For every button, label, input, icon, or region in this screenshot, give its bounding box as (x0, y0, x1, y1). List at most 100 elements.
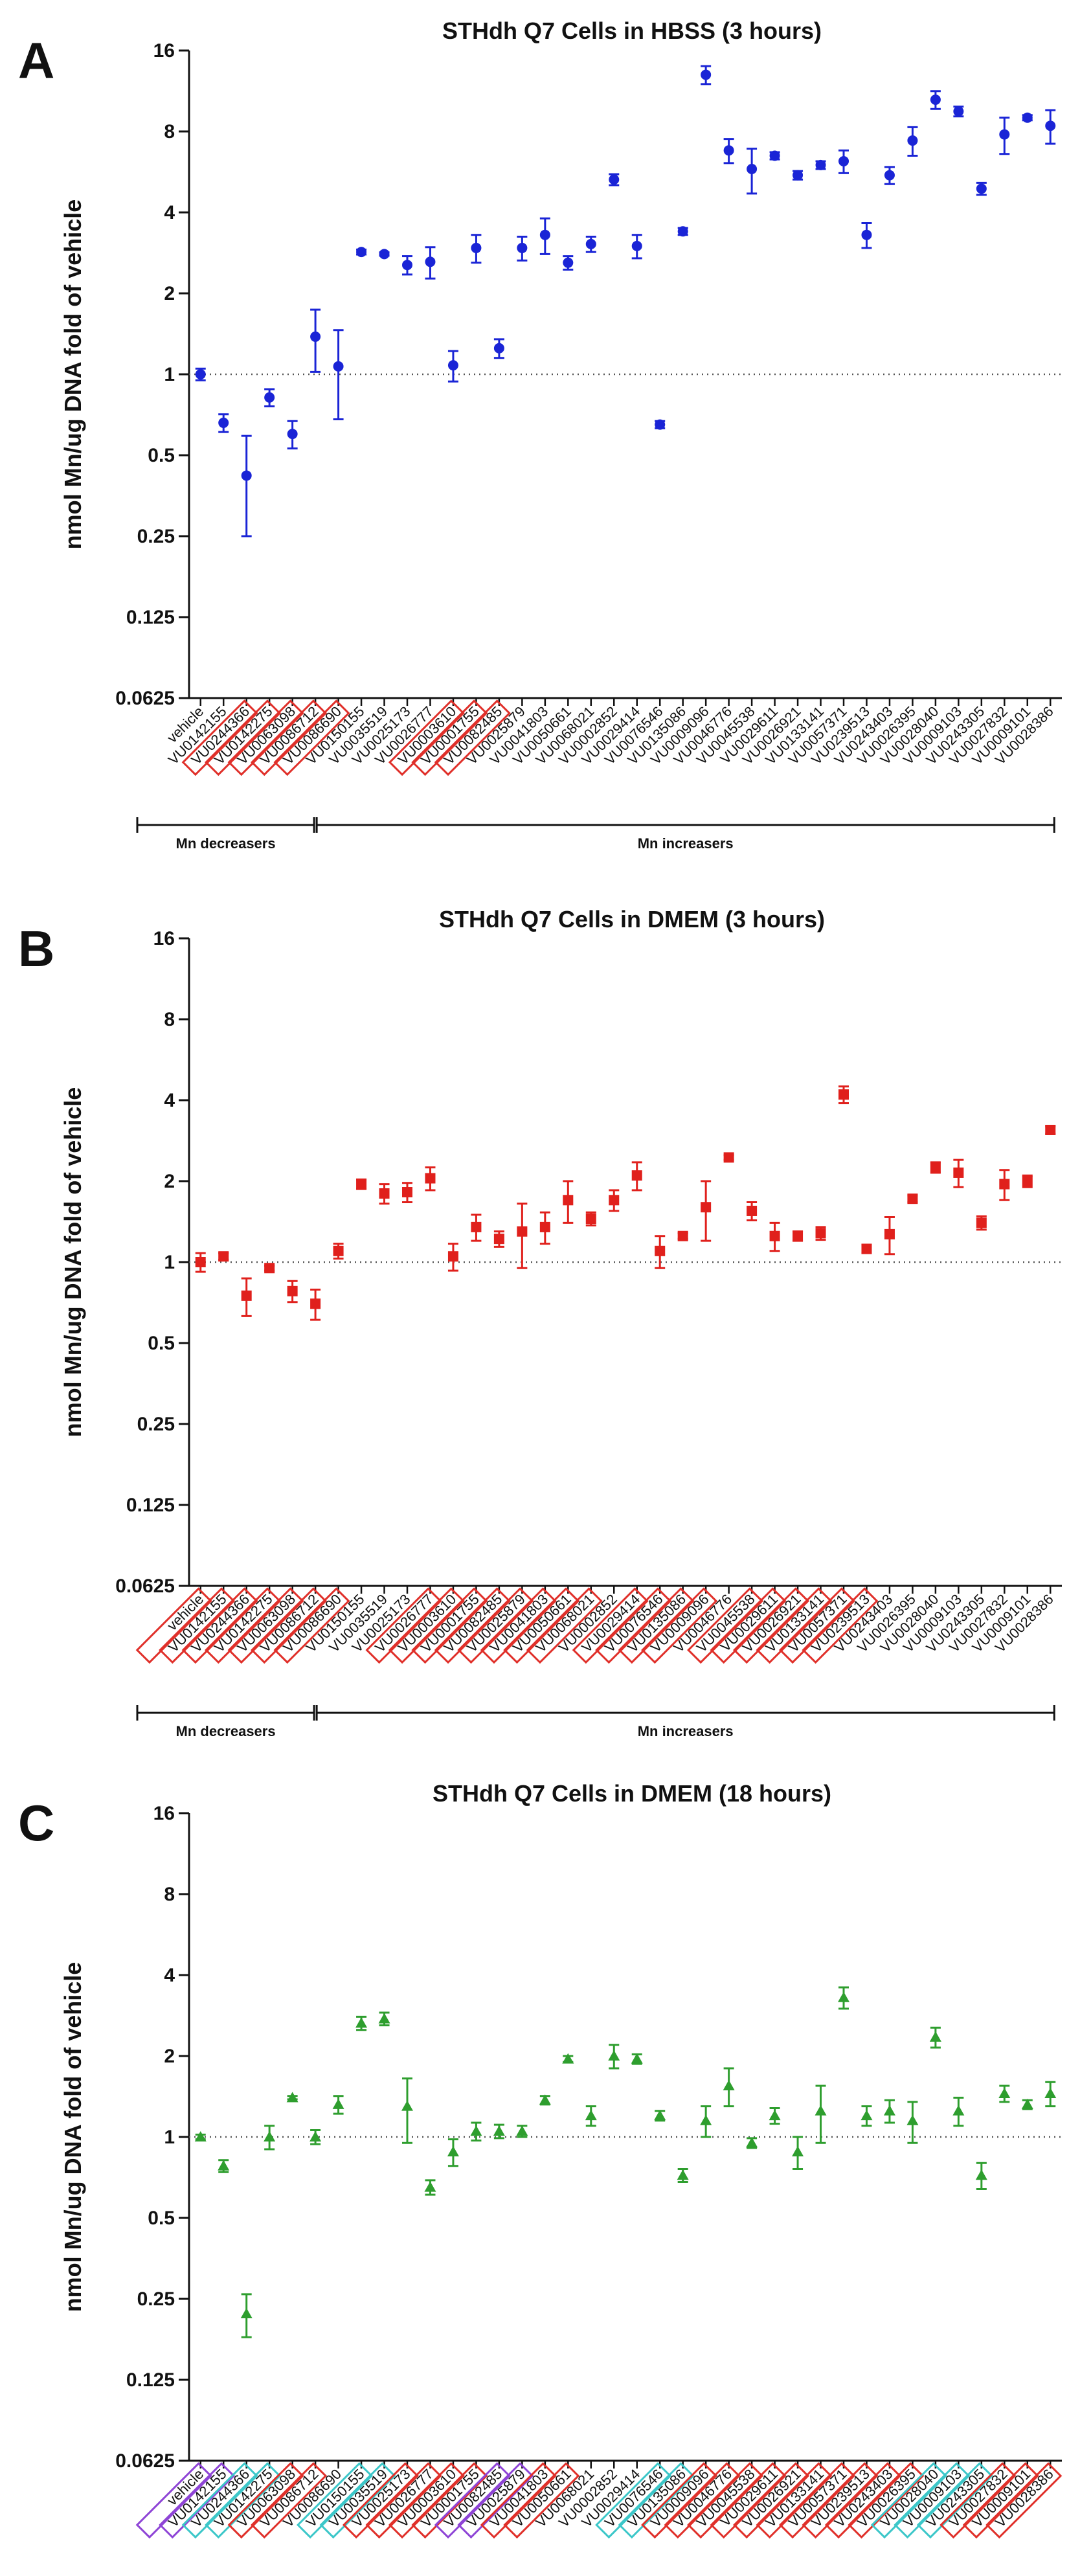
data-point (447, 360, 458, 371)
data-point (539, 1221, 550, 1232)
y-tick-label: 2 (164, 2046, 175, 2067)
x-label-highlight-box (205, 1587, 282, 1664)
y-tick-label: 8 (164, 1009, 175, 1030)
data-point (1044, 2087, 1057, 2098)
data-point (884, 1228, 895, 1239)
x-label-highlight-box (710, 1587, 787, 1664)
data-point (655, 1245, 666, 1256)
x-label-highlight-box (480, 2462, 557, 2539)
data-point (264, 392, 275, 403)
x-label-highlight-box (870, 2462, 947, 2539)
x-label-highlight-box (388, 1587, 465, 1664)
x-label-highlight-box (181, 699, 258, 776)
data-point (402, 1187, 412, 1198)
data-point (471, 242, 482, 253)
y-tick-label: 2 (164, 1171, 175, 1192)
data-point (929, 2031, 941, 2042)
x-label-highlight-box (434, 1587, 511, 1664)
x-label-highlight-box (939, 2462, 1017, 2539)
data-point (723, 2079, 735, 2090)
data-point (424, 2181, 436, 2192)
data-point (677, 2169, 689, 2180)
data-point (952, 2105, 965, 2116)
chart-panel-c: C STHdh Q7 Cells in DMEM (18 hours) nmol M… (18, 1780, 1063, 2539)
data-point (747, 1205, 758, 1216)
data-point (1022, 1176, 1033, 1186)
data-point (976, 1217, 987, 1228)
x-label-highlight-box (434, 699, 511, 776)
x-label-highlight-box (916, 2462, 993, 2539)
data-point (378, 2013, 390, 2024)
data-point (998, 2087, 1011, 2098)
data-point (516, 2125, 528, 2136)
x-label-highlight-box (824, 2462, 901, 2539)
data-point (447, 2146, 459, 2157)
x-label-highlight-box (687, 1587, 764, 1664)
x-label-highlight-box (595, 1587, 672, 1664)
data-point (723, 1152, 734, 1163)
x-label-highlight-box (205, 2462, 282, 2539)
x-label-highlight-box (434, 2462, 511, 2539)
data-point (838, 1089, 849, 1100)
y-tick-label: 16 (153, 928, 175, 949)
data-point (861, 1243, 872, 1254)
data-point (907, 135, 918, 146)
y-tick-label: 4 (164, 202, 175, 223)
data-point (976, 183, 987, 194)
y-axis-label: nmol Mn/ug DNA fold of vehicle (60, 1087, 86, 1438)
chart-title: STHdh Q7 Cells in HBSS (3 hours) (442, 17, 822, 44)
data-point (333, 1245, 344, 1256)
x-label-highlight-box (802, 2462, 879, 2539)
x-label-highlight-box (365, 1587, 442, 1664)
data-point (195, 1257, 206, 1267)
data-point (517, 1226, 528, 1237)
data-point (539, 2094, 551, 2105)
data-point (999, 129, 1010, 140)
data-point (930, 1162, 941, 1173)
y-axis-label: nmol Mn/ug DNA fold of vehicle (60, 1962, 86, 2312)
data-point (355, 2017, 368, 2028)
x-label-highlight-box (802, 1587, 879, 1664)
data-point (195, 369, 206, 379)
data-point (470, 2125, 482, 2136)
data-point (700, 2114, 712, 2125)
y-tick-label: 0.5 (148, 445, 175, 466)
y-tick-label: 0.125 (126, 1495, 175, 1516)
data-point (539, 229, 550, 240)
data-point (447, 1251, 458, 1262)
data-point (861, 229, 872, 240)
x-label-highlight-box (181, 2462, 258, 2539)
data-point (563, 1195, 574, 1206)
data-point (609, 174, 620, 185)
y-tick-label: 8 (164, 121, 175, 142)
data-point (309, 2131, 322, 2141)
x-label-highlight-box (710, 2462, 787, 2539)
data-point (218, 1251, 229, 1262)
data-point (493, 1234, 504, 1245)
y-tick-label: 0.5 (148, 2208, 175, 2229)
data-point (953, 1167, 964, 1178)
y-tick-label: 0.25 (137, 2288, 175, 2310)
data-point (1045, 1124, 1056, 1135)
data-point (792, 2146, 804, 2157)
data-point (241, 1290, 252, 1301)
data-point (264, 1263, 275, 1274)
group-label: Mn increasers (638, 835, 734, 852)
x-label-highlight-box (778, 1587, 856, 1664)
data-point (240, 2308, 253, 2319)
x-label-highlight-box (273, 1587, 350, 1664)
x-label-highlight-box (618, 2462, 695, 2539)
data-point (310, 1298, 321, 1309)
x-label-highlight-box (894, 2462, 971, 2539)
y-tick-label: 0.125 (126, 2369, 175, 2391)
x-label-highlight-box (296, 2462, 374, 2539)
x-label-highlight-box (618, 1587, 695, 1664)
y-tick-label: 4 (164, 1090, 175, 1111)
x-label-highlight-box (641, 2462, 718, 2539)
x-label-highlight-box (985, 2462, 1063, 2539)
x-label-highlight-box (135, 1587, 212, 1664)
data-point (585, 238, 596, 249)
data-point (471, 1221, 482, 1232)
data-point (563, 257, 574, 268)
data-point (815, 159, 826, 170)
